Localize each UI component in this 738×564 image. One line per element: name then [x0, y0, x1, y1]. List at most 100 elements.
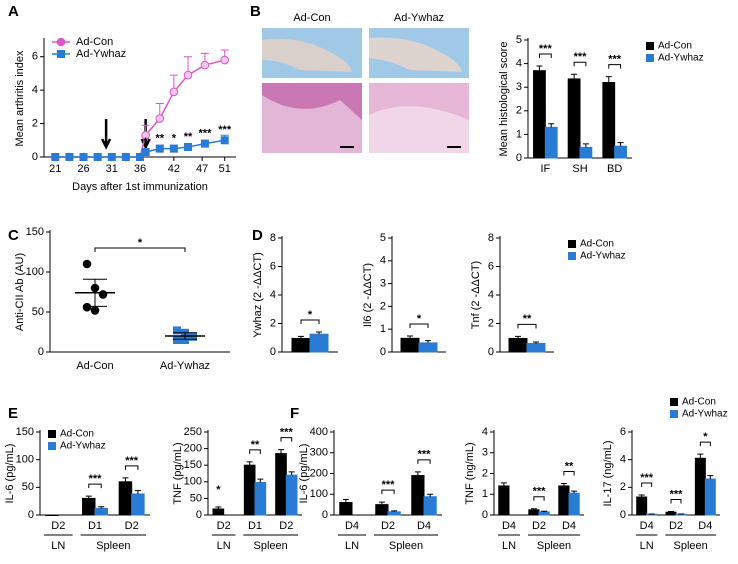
x-tick-label: D2 [669, 520, 683, 532]
y-tick-label: 3 [482, 447, 488, 459]
significance: ** [565, 460, 574, 472]
significance-bracket [573, 61, 587, 67]
error-bar [533, 341, 539, 344]
significance-bracket [563, 470, 575, 476]
bar [665, 511, 677, 516]
error-bar [173, 332, 197, 340]
bar [400, 337, 420, 353]
bar [704, 478, 716, 516]
bar [423, 496, 437, 516]
significance-bracket [300, 319, 320, 325]
bar [131, 493, 145, 516]
error-bar [98, 506, 105, 509]
y-tick-label: 8 [270, 232, 276, 244]
significance-bracket [517, 323, 537, 329]
bar [82, 497, 96, 516]
legend-label: Ad-Ywhaz [60, 441, 106, 452]
legend-label: Ad-Con [580, 239, 614, 250]
error-bar [134, 490, 141, 494]
arrow [100, 119, 112, 150]
error-bar [541, 510, 548, 512]
error-bar [278, 449, 285, 454]
significance: *** [608, 53, 622, 65]
tissue [262, 95, 362, 153]
marker [200, 60, 210, 70]
y-tick-label: 0 [482, 509, 488, 521]
bar [544, 126, 558, 159]
x-tick-label: 21 [49, 163, 61, 175]
legend-marker [57, 50, 65, 58]
y-tick-label: 100 [16, 454, 34, 466]
y-tick-label: 6 [32, 51, 38, 63]
group-label: Spleen [674, 540, 708, 552]
bar [275, 453, 287, 516]
bar [118, 481, 133, 516]
x-tick-label: 31 [106, 163, 118, 175]
y-axis-label: IL-17 (ng/mL) [602, 440, 614, 506]
significance: * [144, 136, 149, 148]
y-tick-label: 250 [184, 426, 202, 438]
significance: *** [640, 472, 654, 484]
y-tick-label: 200 [310, 467, 328, 479]
y-tick-label: 50 [22, 481, 34, 493]
significance-bracket [533, 496, 545, 501]
marker [79, 153, 88, 161]
paw-shape [369, 37, 462, 72]
panel-letter: D [252, 227, 263, 244]
legend-swatch [48, 430, 56, 438]
error-bar [571, 73, 578, 79]
panel-letter: A [8, 3, 19, 20]
error-bar [668, 511, 675, 513]
significance: ** [184, 131, 193, 143]
group-label: Spleen [389, 540, 423, 552]
y-axis-label: Ywhaz (2 -ΔΔCT) [252, 252, 264, 338]
group-label: LN [502, 540, 516, 552]
error-bar [697, 453, 704, 459]
y-tick-label: 4 [482, 426, 488, 438]
panel-letter: C [8, 227, 19, 244]
y-tick-label: 6 [488, 260, 494, 272]
y-axis-label: Il6 (2 -ΔΔCT) [362, 263, 374, 327]
x-tick-label: Ad-Con [76, 360, 113, 372]
marker [155, 144, 164, 153]
significance-bracket [670, 499, 682, 504]
legend-label: Ad-Con [658, 41, 692, 52]
y-axis-label: Mean histological score [498, 42, 510, 157]
error-bar [215, 506, 222, 510]
y-tick-label: 3 [516, 81, 522, 93]
x-tick-label: D4 [502, 520, 516, 532]
error-bar [414, 471, 421, 476]
y-tick-label: 5 [516, 34, 522, 46]
error-bar [548, 123, 555, 128]
y-tick-label: 8 [488, 232, 494, 244]
bar [538, 511, 550, 516]
bar [254, 481, 267, 516]
marker [90, 306, 100, 315]
significance: *** [539, 43, 553, 55]
significance: * [703, 431, 708, 443]
error-bar [391, 510, 398, 512]
marker [173, 336, 181, 344]
x-tick-label: D1 [88, 520, 102, 532]
error-bar [122, 477, 129, 482]
legend-label: Ad-Con [682, 397, 716, 408]
bar [339, 502, 353, 516]
legend-label: Ad-Con [60, 429, 94, 440]
marker [93, 153, 102, 161]
y-tick-label: 0 [28, 509, 34, 521]
legend-marker [56, 37, 66, 47]
x-tick-label: D1 [248, 520, 262, 532]
series-line [55, 59, 225, 158]
significance: *** [574, 51, 588, 63]
significance-bracket [641, 482, 653, 487]
y-tick-label: 0 [380, 346, 386, 358]
error-bar [707, 475, 714, 480]
legend-swatch [646, 42, 654, 50]
significance: *** [218, 124, 232, 136]
y-tick-label: 6 [270, 260, 276, 272]
bar [579, 146, 593, 159]
y-tick-label: 4 [488, 289, 494, 301]
x-tick-label: 36 [134, 163, 146, 175]
y-axis-label: Tnf (2 -ΔΔCT) [470, 261, 482, 329]
significance-bracket [417, 459, 431, 464]
